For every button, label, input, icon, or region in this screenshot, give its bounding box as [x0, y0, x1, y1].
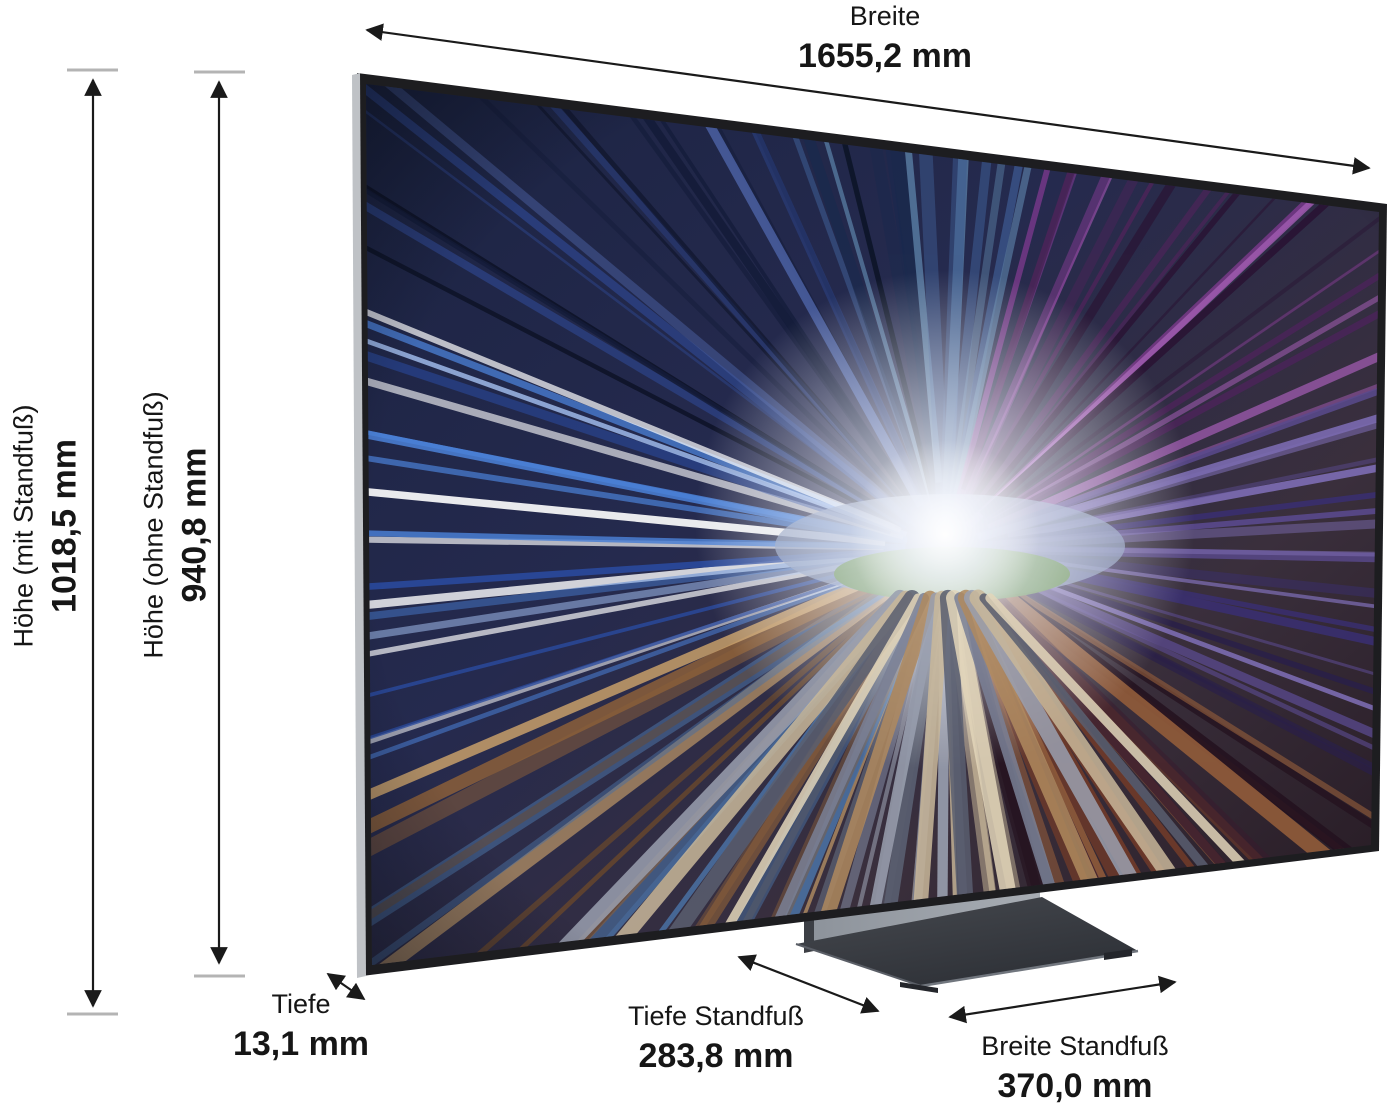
hoehe-mit-standfuss-value: 1018,5 mm	[45, 439, 84, 613]
extension-caps	[67, 68, 245, 1016]
dim-tiefe: Tiefe 13,1 mm	[233, 988, 369, 1064]
breite-standfuss-arrow	[948, 975, 1177, 1024]
hoehe-ohne-standfuss-label: Höhe (ohne Standfuß)	[138, 391, 169, 659]
dim-hoehe-ohne-standfuss: Höhe (ohne Standfuß) 940,8 mm	[138, 391, 215, 658]
tiefe-arrow	[326, 972, 366, 1001]
breite-value: 1655,2 mm	[798, 37, 972, 75]
hoehe-ohne-standfuss-value: 940,8 mm	[175, 447, 214, 603]
tiefe-standfuss-label: Tiefe Standfuß	[627, 1001, 805, 1031]
dimension-lines	[84, 23, 1371, 1024]
tv-left-edge	[352, 73, 366, 978]
dim-breite: Breite 1655,2 mm	[798, 0, 972, 76]
tiefe-value: 13,1 mm	[232, 1025, 370, 1063]
stand-foot-right	[1104, 949, 1132, 960]
dim-breite-standfuss: Breite Standfuß 370,0 mm	[981, 1030, 1169, 1106]
breite-standfuss-label: Breite Standfuß	[981, 1031, 1169, 1061]
dim-tiefe-standfuss: Tiefe Standfuß 283,8 mm	[628, 1000, 804, 1076]
tiefe-standfuss-value: 283,8 mm	[638, 1037, 794, 1075]
breite-label: Breite	[849, 1, 921, 31]
hoehe-mit-standfuss-label: Höhe (mit Standfuß)	[8, 404, 39, 648]
stand-foot-left	[900, 982, 938, 993]
tiefe-standfuss-arrow	[737, 954, 880, 1014]
breite-standfuss-value: 370,0 mm	[997, 1067, 1153, 1105]
dim-hoehe-mit-standfuss: Höhe (mit Standfuß) 1018,5 mm	[8, 404, 85, 647]
tiefe-label: Tiefe	[271, 989, 331, 1019]
breite-arrow	[365, 23, 1371, 175]
